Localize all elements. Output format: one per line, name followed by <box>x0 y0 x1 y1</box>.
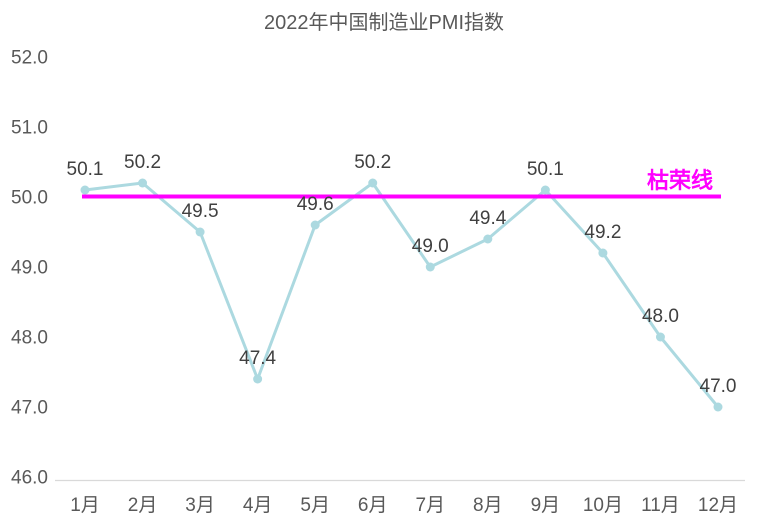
data-point-label: 47.4 <box>239 348 276 369</box>
x-axis-tick-label: 12月 <box>698 495 738 516</box>
data-point-label: 49.6 <box>297 194 334 215</box>
y-axis-tick-label: 46.0 <box>11 468 48 489</box>
data-point-label: 50.2 <box>124 152 161 173</box>
data-point <box>713 402 723 412</box>
x-axis-tick-label: 1月 <box>70 495 100 516</box>
data-point-label: 49.2 <box>584 222 621 243</box>
data-point-label: 49.4 <box>469 208 506 229</box>
data-point <box>138 178 148 188</box>
data-point <box>655 332 665 342</box>
x-axis-tick-label: 4月 <box>243 495 273 516</box>
chart-title: 2022年中国制造业PMI指数 <box>264 11 504 34</box>
data-point <box>540 185 550 195</box>
data-point <box>80 185 90 195</box>
x-axis-tick-label: 7月 <box>415 495 445 516</box>
data-point-label: 50.1 <box>67 159 104 180</box>
x-axis-tick-label: 8月 <box>473 495 503 516</box>
y-axis-tick-label: 52.0 <box>11 48 48 69</box>
x-axis-tick-label: 3月 <box>185 495 215 516</box>
x-axis-tick-label: 11月 <box>641 495 680 516</box>
data-point-label: 49.0 <box>412 236 449 257</box>
data-point <box>253 374 263 384</box>
y-axis-tick-label: 49.0 <box>11 258 48 279</box>
x-axis-tick-label: 9月 <box>531 495 561 516</box>
data-point-label: 47.0 <box>700 376 737 397</box>
data-point-label: 48.0 <box>642 306 679 327</box>
x-axis-tick-label: 2月 <box>128 495 158 516</box>
data-point-label: 50.2 <box>354 152 391 173</box>
x-axis-tick-label: 10月 <box>583 495 623 516</box>
data-point <box>483 234 493 244</box>
y-axis-tick-label: 48.0 <box>11 328 48 349</box>
pmi-series-line <box>83 181 720 409</box>
data-point <box>598 248 608 258</box>
x-axis-tick-label: 6月 <box>358 495 388 516</box>
data-point <box>425 262 435 272</box>
y-axis-tick-label: 50.0 <box>11 188 48 209</box>
data-point <box>310 220 320 230</box>
data-point-label: 49.5 <box>182 201 219 222</box>
data-point <box>368 178 378 188</box>
reference-line-label: 枯荣线 <box>647 168 713 193</box>
data-point <box>195 227 205 237</box>
x-axis-tick-label: 5月 <box>300 495 330 516</box>
y-axis-tick-label: 51.0 <box>11 118 48 139</box>
y-axis-tick-label: 47.0 <box>11 398 48 419</box>
data-point-label: 50.1 <box>527 159 564 180</box>
